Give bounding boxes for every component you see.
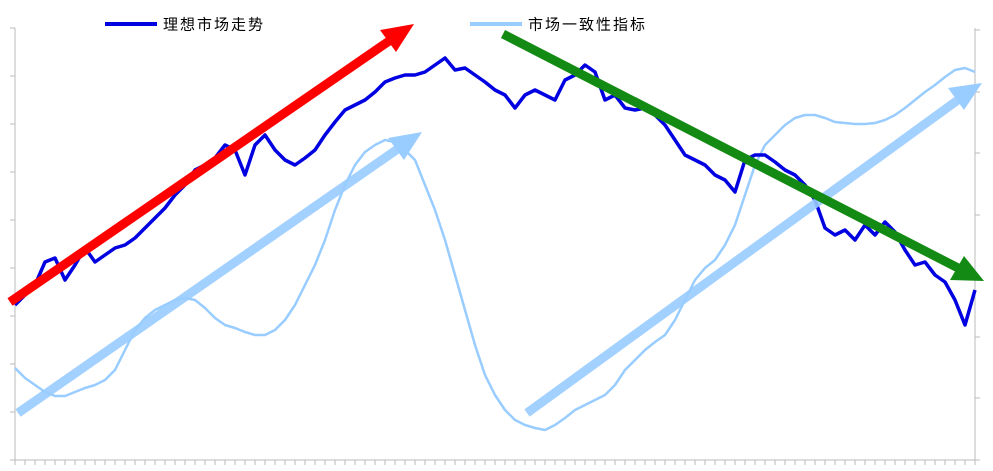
arrow [500, 29, 965, 275]
legend-label: 理想市场走势 [163, 16, 265, 34]
arrow-head [950, 256, 984, 281]
legend: 理想市场走势 市场一致性指标 [105, 16, 647, 34]
arrows [7, 24, 984, 417]
legend-label: 市场一致性指标 [528, 16, 647, 34]
arrow-head [388, 132, 422, 160]
plot [10, 27, 980, 465]
arrow [15, 142, 405, 417]
arrow-head [380, 24, 414, 52]
arrow-head [948, 83, 982, 110]
arrow [7, 35, 395, 306]
series-line [14, 66, 976, 432]
arrow [524, 93, 965, 417]
